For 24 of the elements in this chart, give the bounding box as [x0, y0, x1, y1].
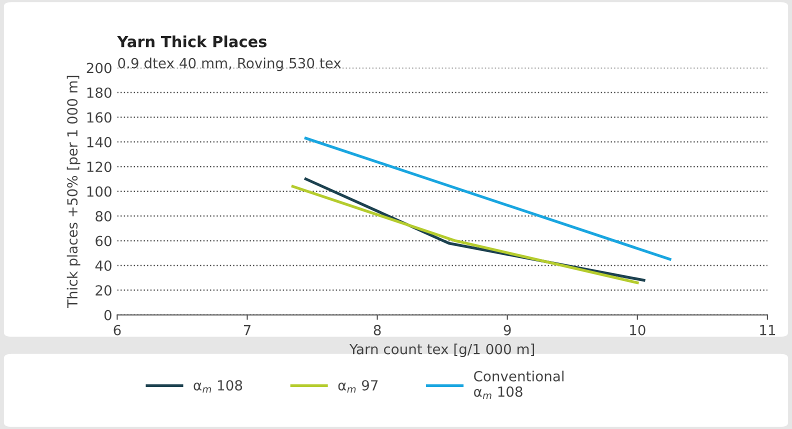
y-tick-label: 200 [86, 62, 112, 74]
y-tick-label: 180 [87, 87, 112, 98]
legend-label: α$_{m}$ 108 [194, 380, 242, 393]
legend-label: Conventional α$_{m}$ 108 [474, 370, 564, 399]
chart-subtitle: 0.9 dtex 40 mm, Roving 530 tex [118, 58, 341, 72]
y-tick-label: 0 [104, 310, 112, 320]
x-tick-label: 11 [760, 325, 775, 336]
y-tick-label: 100 [87, 186, 112, 197]
chart-title: Yarn Thick Places [117, 36, 267, 48]
x-tick-label: 6 [114, 324, 121, 336]
y-tick-label: 20 [96, 285, 112, 296]
y-tick-label: 40 [95, 260, 112, 271]
y-tick-label: 140 [87, 136, 112, 148]
y-tick-label: 60 [96, 236, 112, 246]
y-tick-label: 120 [87, 162, 112, 172]
x-axis-title: Yarn count tex [g/1 000 m] [349, 344, 534, 358]
y-tick-label: 80 [96, 211, 112, 222]
y-axis-title: Thick places +50% [per 1 000 m] [66, 76, 80, 308]
x-tick-label: 9 [504, 324, 511, 336]
y-tick-label: 160 [87, 112, 112, 123]
x-tick-label: 7 [244, 325, 250, 336]
legend-label: α$_{m}$ 97 [338, 380, 378, 393]
x-tick-label: 8 [374, 324, 381, 336]
x-tick-label: 10 [630, 324, 646, 336]
